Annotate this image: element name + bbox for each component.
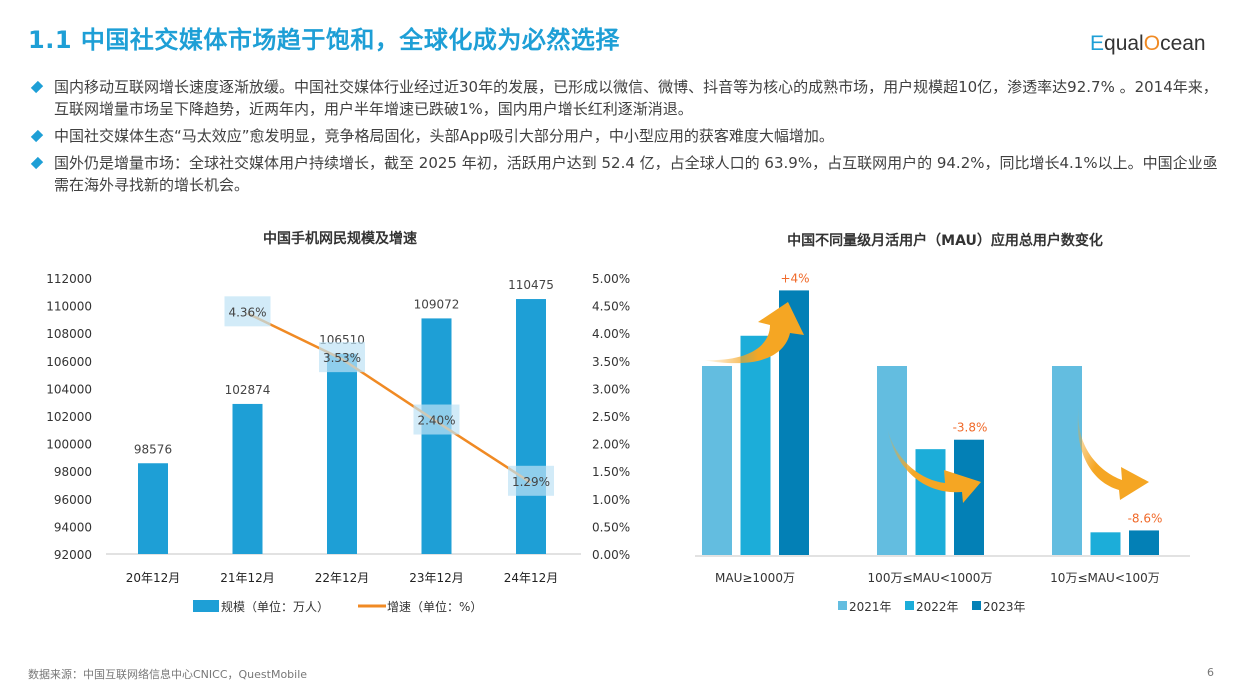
line-data-label: 2.40% [417,414,455,428]
change-annotation: -3.8% [953,421,988,435]
line-data-label: 3.53% [323,351,361,365]
right-axis-tick: 5.00% [592,272,630,286]
legend-label: 2021年 [849,600,892,614]
legend-swatch [972,601,981,610]
bar-2023年 [1129,530,1159,555]
bar-2021年 [702,366,732,555]
source-note: 数据来源：中国互联网络信息中心CNICC，QuestMobile [28,668,308,681]
bullet-text: 中国社交媒体生态“马太效应”愈发明显，竞争格局固化，头部App吸引大部分用户，中… [54,127,834,145]
left-axis-tick: 106000 [46,355,92,369]
legend-swatch-bar [193,600,219,612]
right-axis-tick: 0.50% [592,520,630,534]
bar-data-label: 109072 [414,297,460,311]
bar-2022年 [915,449,946,555]
bar-scale [232,403,263,554]
up-arrow-icon [702,302,804,364]
right-axis-tick: 2.00% [592,438,630,452]
right-axis-tick: 1.00% [592,493,630,507]
legend-swatch [838,601,847,610]
left-axis-tick: 104000 [46,382,92,396]
left-axis-tick: 96000 [54,493,92,507]
line-data-label: 1.29% [512,475,550,489]
x-axis-tick: 10万≤MAU<100万 [1050,571,1160,585]
bar-2021年 [1052,366,1082,555]
x-axis-tick: 23年12月 [409,571,464,585]
legend-label: 2022年 [916,600,959,614]
equalocean-logo: EqualOcean [1090,32,1206,55]
right-axis-tick: 3.00% [592,382,630,396]
change-annotation: +4% [780,271,809,285]
bar-data-label: 110475 [508,278,554,292]
bar-2022年 [1090,532,1121,555]
left-axis-tick: 108000 [46,327,92,341]
bar-data-label: 98576 [134,442,172,456]
x-axis-tick: 21年12月 [220,571,275,585]
right-axis-tick: 2.50% [592,410,630,424]
left-axis-tick: 92000 [54,548,92,562]
legend-swatch [905,601,914,610]
line-label-background [319,342,365,373]
left-axis-tick: 112000 [46,272,92,286]
bar-scale [421,318,452,554]
down-arrow-icon [1077,400,1149,500]
left-axis-tick: 110000 [46,300,92,314]
x-axis-tick: 24年12月 [504,571,559,585]
bar-2022年 [740,335,771,555]
right-axis-tick: 3.50% [592,355,630,369]
x-axis-tick: 22年12月 [315,571,370,585]
x-axis-tick: 100万≤MAU<1000万 [868,571,993,585]
chart1-title: 中国手机网民规模及增速 [263,231,417,247]
left-axis-tick: 100000 [46,438,92,452]
right-axis-tick: 4.50% [592,300,630,314]
bar-2023年 [954,439,984,555]
legend-label: 2023年 [983,600,1026,614]
line-label-background [224,296,271,327]
line-label-background [508,465,554,496]
bar-scale [327,353,357,554]
x-axis-tick: 20年12月 [126,571,181,585]
legend-label: 规模（单位：万人） [221,599,329,614]
bullet-item: 国外仍是增量市场：全球社交媒体用户持续增长，截至 2025 年初，活跃用户达到 … [30,152,1220,196]
legend-label: 增速（单位：%） [387,599,482,614]
left-axis-tick: 94000 [54,520,92,534]
x-axis-tick: MAU≥1000万 [715,571,795,585]
bullet-text: 国外仍是增量市场：全球社交媒体用户持续增长，截至 2025 年初，活跃用户达到 … [54,154,1218,194]
bar-data-label: 102874 [225,383,271,397]
line-data-label: 4.36% [228,305,266,319]
bar-scale [138,463,168,554]
left-axis-tick: 98000 [54,465,92,479]
page-title: 1.1 中国社交媒体市场趋于饱和，全球化成为必然选择 [28,26,620,54]
right-axis-tick: 0.00% [592,548,630,562]
page-number: 6 [1207,666,1214,679]
line-label-background [413,404,460,435]
left-axis-tick: 102000 [46,410,92,424]
chart2-title: 中国不同量级月活用户（MAU）应用总用户数变化 [787,233,1103,249]
bullet-item: 国内移动互联网增长速度逐渐放缓。中国社交媒体行业经过近30年的发展，已形成以微信… [30,76,1220,120]
line-growth [246,312,532,484]
change-annotation: -8.6% [1128,511,1163,525]
bar-scale [516,299,546,554]
right-axis-tick: 1.50% [592,465,630,479]
bullet-text: 国内移动互联网增长速度逐渐放缓。中国社交媒体行业经过近30年的发展，已形成以微信… [54,78,1218,118]
down-arrow-icon [887,427,981,503]
bullet-list: 国内移动互联网增长速度逐渐放缓。中国社交媒体行业经过近30年的发展，已形成以微信… [30,76,1220,201]
right-axis-tick: 4.00% [592,327,630,341]
bullet-item: 中国社交媒体生态“马太效应”愈发明显，竞争格局固化，头部App吸引大部分用户，中… [30,125,1220,147]
